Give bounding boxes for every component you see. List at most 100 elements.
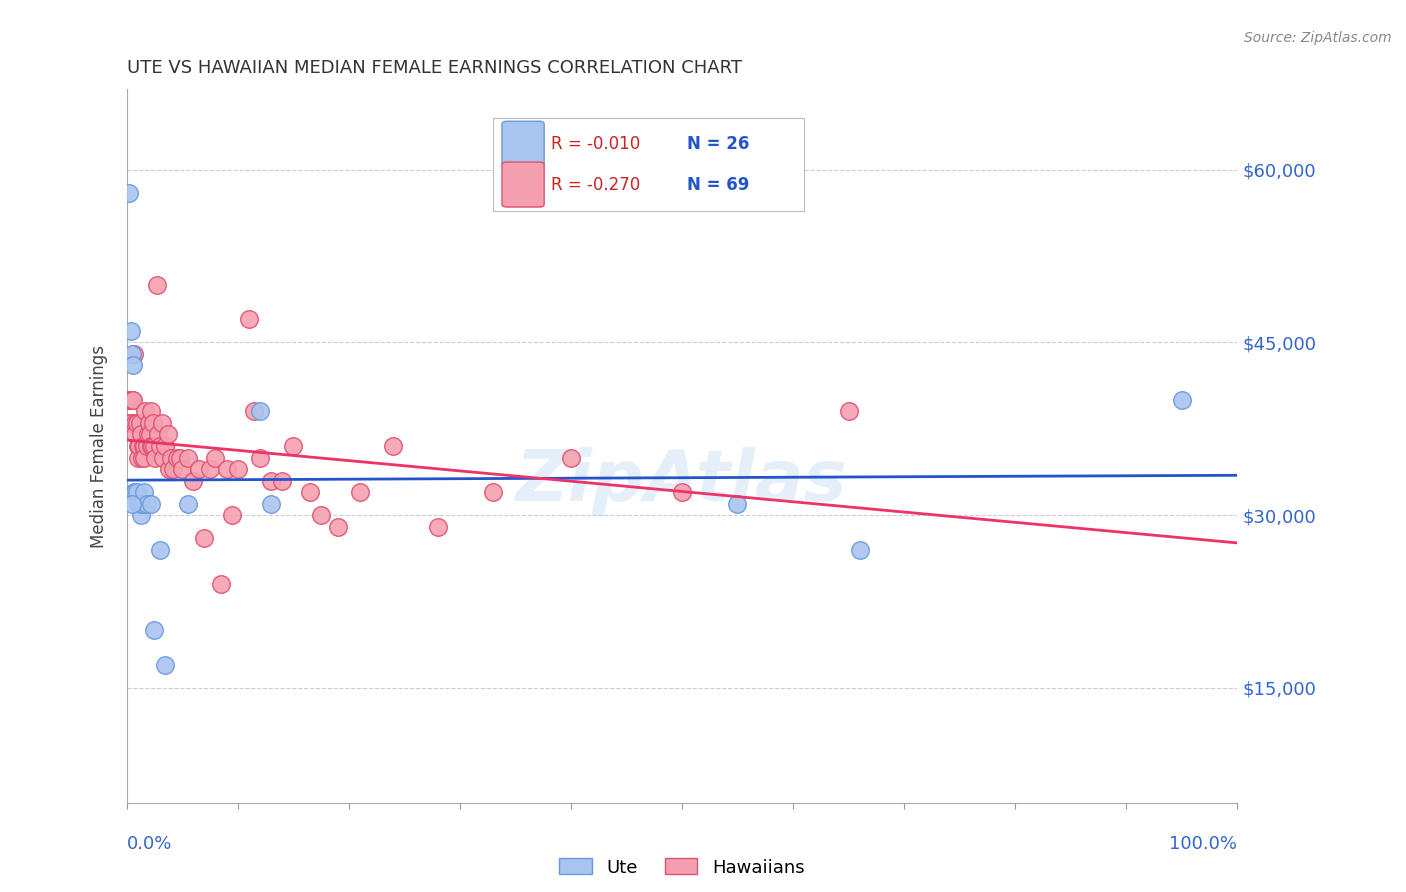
Point: [209, 577, 232, 591]
Point: [281, 439, 304, 453]
Point: [271, 474, 294, 488]
Point: [238, 312, 260, 326]
Point: [124, 485, 146, 500]
Point: [172, 462, 194, 476]
Point: [135, 439, 157, 453]
Point: [157, 462, 180, 476]
Point: [162, 462, 184, 476]
Point: [129, 508, 152, 522]
Text: 100.0%: 100.0%: [1170, 835, 1237, 853]
Point: [128, 439, 150, 453]
Point: [326, 519, 349, 533]
Point: [129, 427, 152, 442]
Point: [142, 416, 165, 430]
FancyBboxPatch shape: [494, 118, 804, 211]
Point: [146, 427, 169, 442]
Point: [135, 497, 157, 511]
Point: [349, 485, 371, 500]
Text: 0.0%: 0.0%: [127, 835, 172, 853]
Point: [124, 427, 146, 442]
Point: [143, 439, 166, 453]
Point: [132, 497, 155, 511]
Text: ZipAtlas: ZipAtlas: [516, 447, 848, 516]
Text: N = 69: N = 69: [688, 176, 749, 194]
Point: [848, 542, 870, 557]
Point: [155, 439, 177, 453]
Point: [176, 450, 198, 465]
Point: [838, 404, 860, 418]
Point: [249, 404, 271, 418]
Point: [118, 416, 141, 430]
Point: [198, 462, 221, 476]
Point: [166, 450, 188, 465]
Point: [127, 497, 149, 511]
FancyBboxPatch shape: [502, 162, 544, 207]
Point: [134, 404, 156, 418]
Point: [152, 450, 174, 465]
Point: [128, 497, 150, 511]
Point: [121, 392, 143, 407]
Point: [160, 450, 183, 465]
Point: [139, 497, 162, 511]
Point: [122, 359, 145, 373]
Point: [138, 416, 160, 430]
Point: [221, 508, 243, 522]
Point: [131, 450, 153, 465]
Point: [145, 277, 167, 292]
Point: [298, 485, 321, 500]
Point: [156, 427, 179, 442]
Point: [122, 392, 145, 407]
Point: [187, 462, 209, 476]
Point: [1170, 392, 1192, 407]
Point: [139, 427, 162, 442]
Point: [149, 542, 172, 557]
Point: [118, 392, 141, 407]
Text: Source: ZipAtlas.com: Source: ZipAtlas.com: [1244, 31, 1392, 45]
Point: [120, 416, 142, 430]
Point: [139, 439, 162, 453]
Point: [118, 186, 141, 200]
Y-axis label: Median Female Earnings: Median Female Earnings: [90, 344, 108, 548]
Point: [309, 508, 332, 522]
Point: [128, 497, 150, 511]
Point: [560, 450, 582, 465]
Legend: Ute, Hawaiians: Ute, Hawaiians: [553, 851, 811, 884]
Point: [426, 519, 449, 533]
Point: [132, 439, 155, 453]
Point: [117, 392, 139, 407]
Point: [260, 474, 283, 488]
Point: [260, 497, 283, 511]
Point: [124, 485, 146, 500]
Point: [727, 497, 749, 511]
Point: [169, 450, 191, 465]
Point: [226, 462, 249, 476]
Point: [131, 497, 153, 511]
Point: [134, 450, 156, 465]
Point: [124, 347, 146, 361]
Point: [134, 485, 156, 500]
Point: [155, 657, 177, 672]
Point: [482, 485, 505, 500]
Point: [193, 531, 215, 545]
Point: [125, 485, 148, 500]
Text: R = -0.270: R = -0.270: [551, 176, 640, 194]
Text: N = 26: N = 26: [688, 135, 749, 153]
Text: R = -0.010: R = -0.010: [551, 135, 640, 153]
Point: [382, 439, 405, 453]
Point: [121, 347, 143, 361]
Point: [204, 450, 226, 465]
FancyBboxPatch shape: [502, 121, 544, 166]
Point: [149, 439, 172, 453]
Point: [127, 439, 149, 453]
Point: [150, 416, 173, 430]
Text: UTE VS HAWAIIAN MEDIAN FEMALE EARNINGS CORRELATION CHART: UTE VS HAWAIIAN MEDIAN FEMALE EARNINGS C…: [127, 59, 741, 77]
Point: [120, 324, 142, 338]
Point: [143, 623, 166, 637]
Point: [249, 450, 271, 465]
Point: [215, 462, 238, 476]
Point: [134, 439, 156, 453]
Point: [671, 485, 693, 500]
Point: [176, 497, 198, 511]
Point: [181, 474, 204, 488]
Point: [127, 450, 149, 465]
